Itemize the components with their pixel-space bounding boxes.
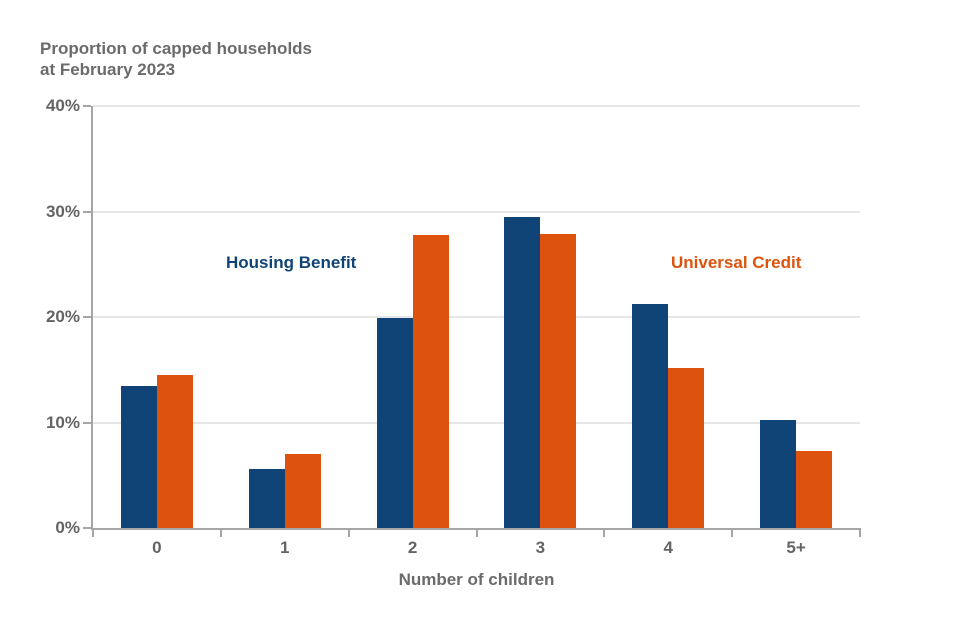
bar-housing-benefit-4 — [632, 304, 669, 528]
x-tick-mark-3 — [475, 530, 478, 537]
plot-area — [93, 105, 860, 528]
bar-housing-benefit-3 — [504, 216, 541, 528]
x-tick-mark-6 — [859, 530, 861, 537]
gridline-20 — [93, 316, 860, 318]
y-tick-mark-0 — [83, 527, 91, 529]
bar-universal-credit-3 — [540, 233, 577, 528]
bar-universal-credit-2 — [412, 234, 449, 528]
x-axis-title: Number of children — [398, 570, 555, 589]
x-tick-mark-5 — [731, 530, 734, 537]
x-category-label-5plus: 5+ — [786, 538, 806, 557]
bar-housing-benefit-5plus — [760, 420, 797, 528]
gridline-30 — [93, 210, 860, 213]
y-axis-line — [91, 106, 93, 530]
y-tick-mark-40 — [83, 105, 91, 107]
series-label-housing-benefit: Housing Benefit — [226, 253, 357, 272]
x-category-label-3: 3 — [535, 538, 546, 557]
x-tick-mark-0 — [92, 530, 94, 537]
x-category-label-1: 1 — [280, 538, 290, 557]
x-tick-mark-1 — [219, 530, 222, 537]
x-category-label-2: 2 — [407, 538, 418, 557]
chart-title-line-2: at February 2023 — [40, 60, 176, 79]
y-tick-mark-20 — [83, 316, 91, 318]
gridline-40 — [93, 105, 860, 107]
bar-housing-benefit-2 — [376, 318, 413, 528]
x-category-label-0: 0 — [152, 538, 162, 557]
y-tick-mark-10 — [83, 421, 91, 424]
y-tick-label-20: 20% — [45, 307, 80, 326]
chart-title-line-1: Proportion of capped households — [40, 39, 312, 58]
series-label-universal-credit: Universal Credit — [671, 253, 802, 272]
bar-universal-credit-4 — [668, 367, 705, 528]
bar-universal-credit-5plus — [796, 451, 833, 528]
y-tick-label-0: 0% — [55, 518, 80, 537]
x-category-label-4: 4 — [663, 538, 673, 557]
chart-title: Proportion of capped households at Febru… — [40, 38, 312, 80]
x-axis-line — [91, 528, 861, 530]
bar-housing-benefit-1 — [248, 468, 285, 528]
x-tick-mark-2 — [347, 530, 350, 537]
y-tick-label-40: 40% — [45, 96, 80, 115]
y-tick-mark-30 — [83, 210, 91, 213]
bar-universal-credit-0 — [156, 375, 193, 528]
gridline-10 — [93, 421, 860, 424]
y-tick-label-10: 10% — [45, 412, 80, 432]
bar-universal-credit-1 — [284, 454, 321, 528]
y-tick-label-30: 30% — [45, 201, 80, 221]
bar-housing-benefit-0 — [120, 385, 157, 528]
x-tick-mark-4 — [603, 530, 606, 537]
